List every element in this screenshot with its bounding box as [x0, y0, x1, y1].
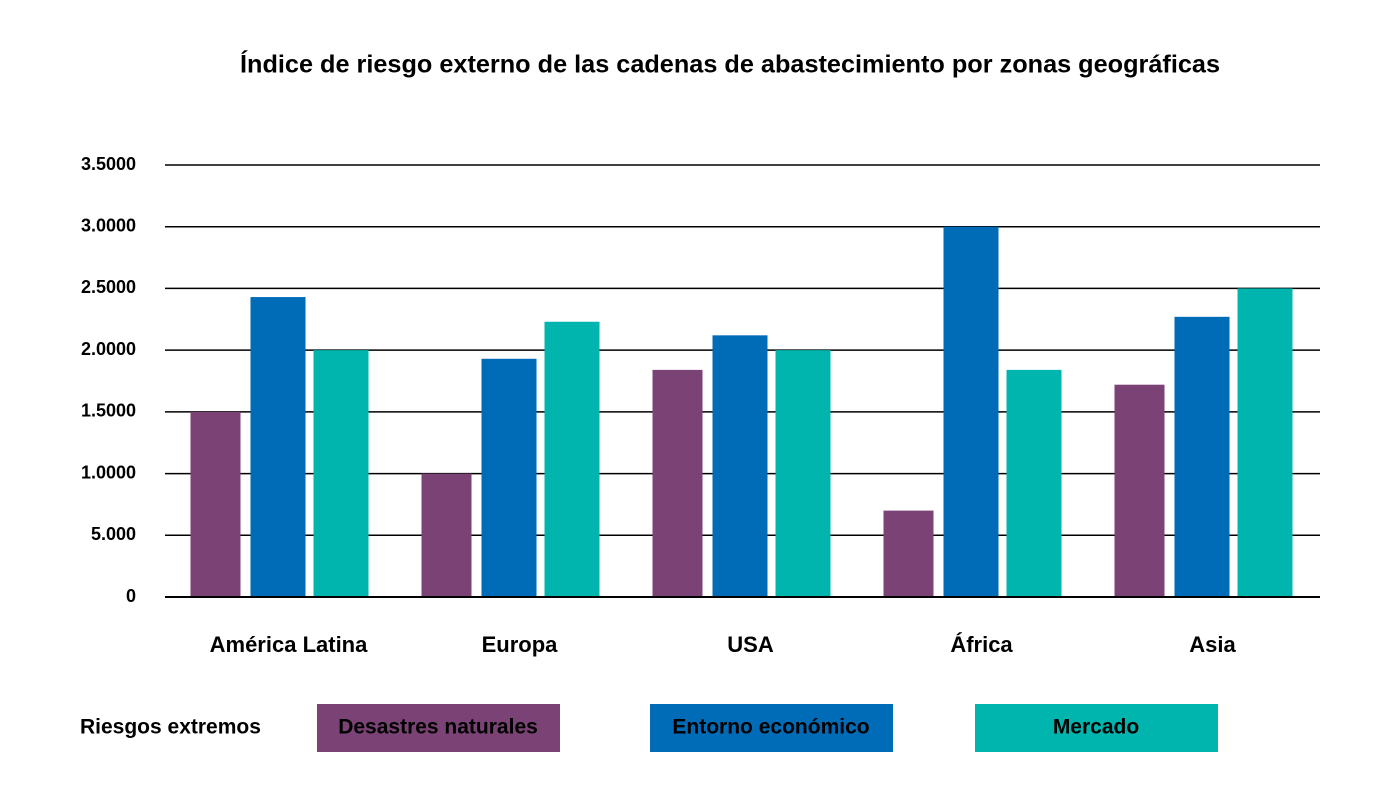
bar [1237, 288, 1293, 597]
bar [313, 350, 369, 597]
bar [421, 473, 472, 597]
legend-swatch [975, 704, 1218, 752]
y-tick-label: 1.0000 [81, 462, 136, 482]
legend-swatch [317, 704, 560, 752]
bar [943, 226, 999, 597]
bar [1006, 369, 1062, 597]
bar [190, 411, 241, 597]
y-tick-label: 5.000 [91, 524, 136, 544]
bar [712, 335, 768, 597]
y-tick-label: 3.5000 [81, 154, 136, 174]
bar [652, 369, 703, 597]
legend-label: Entorno económico [672, 716, 869, 739]
y-tick-label: 0 [126, 586, 136, 606]
x-tick-label: América Latina [210, 632, 368, 657]
x-tick-label: África [950, 632, 1013, 657]
x-tick-label: Europa [482, 632, 559, 657]
y-tick-label: 3.0000 [81, 215, 136, 235]
bar [481, 358, 537, 597]
y-tick-label: 2.0000 [81, 339, 136, 359]
bar [1114, 384, 1165, 597]
y-tick-label: 1.5000 [81, 401, 136, 421]
bar [883, 510, 934, 597]
y-tick-label: 2.5000 [81, 277, 136, 297]
x-tick-label: Asia [1189, 632, 1236, 657]
bar [775, 350, 831, 597]
bar [544, 321, 600, 597]
legend-title: Riesgos extremos [80, 716, 261, 739]
legend-swatch [650, 704, 893, 752]
chart-title: Índice de riesgo externo de las cadenas … [240, 50, 1220, 79]
bar [1174, 316, 1230, 597]
bar [250, 297, 306, 597]
x-tick-label: USA [727, 632, 774, 657]
legend-label: Mercado [1053, 716, 1139, 739]
legend-label: Desastres naturales [338, 716, 538, 739]
